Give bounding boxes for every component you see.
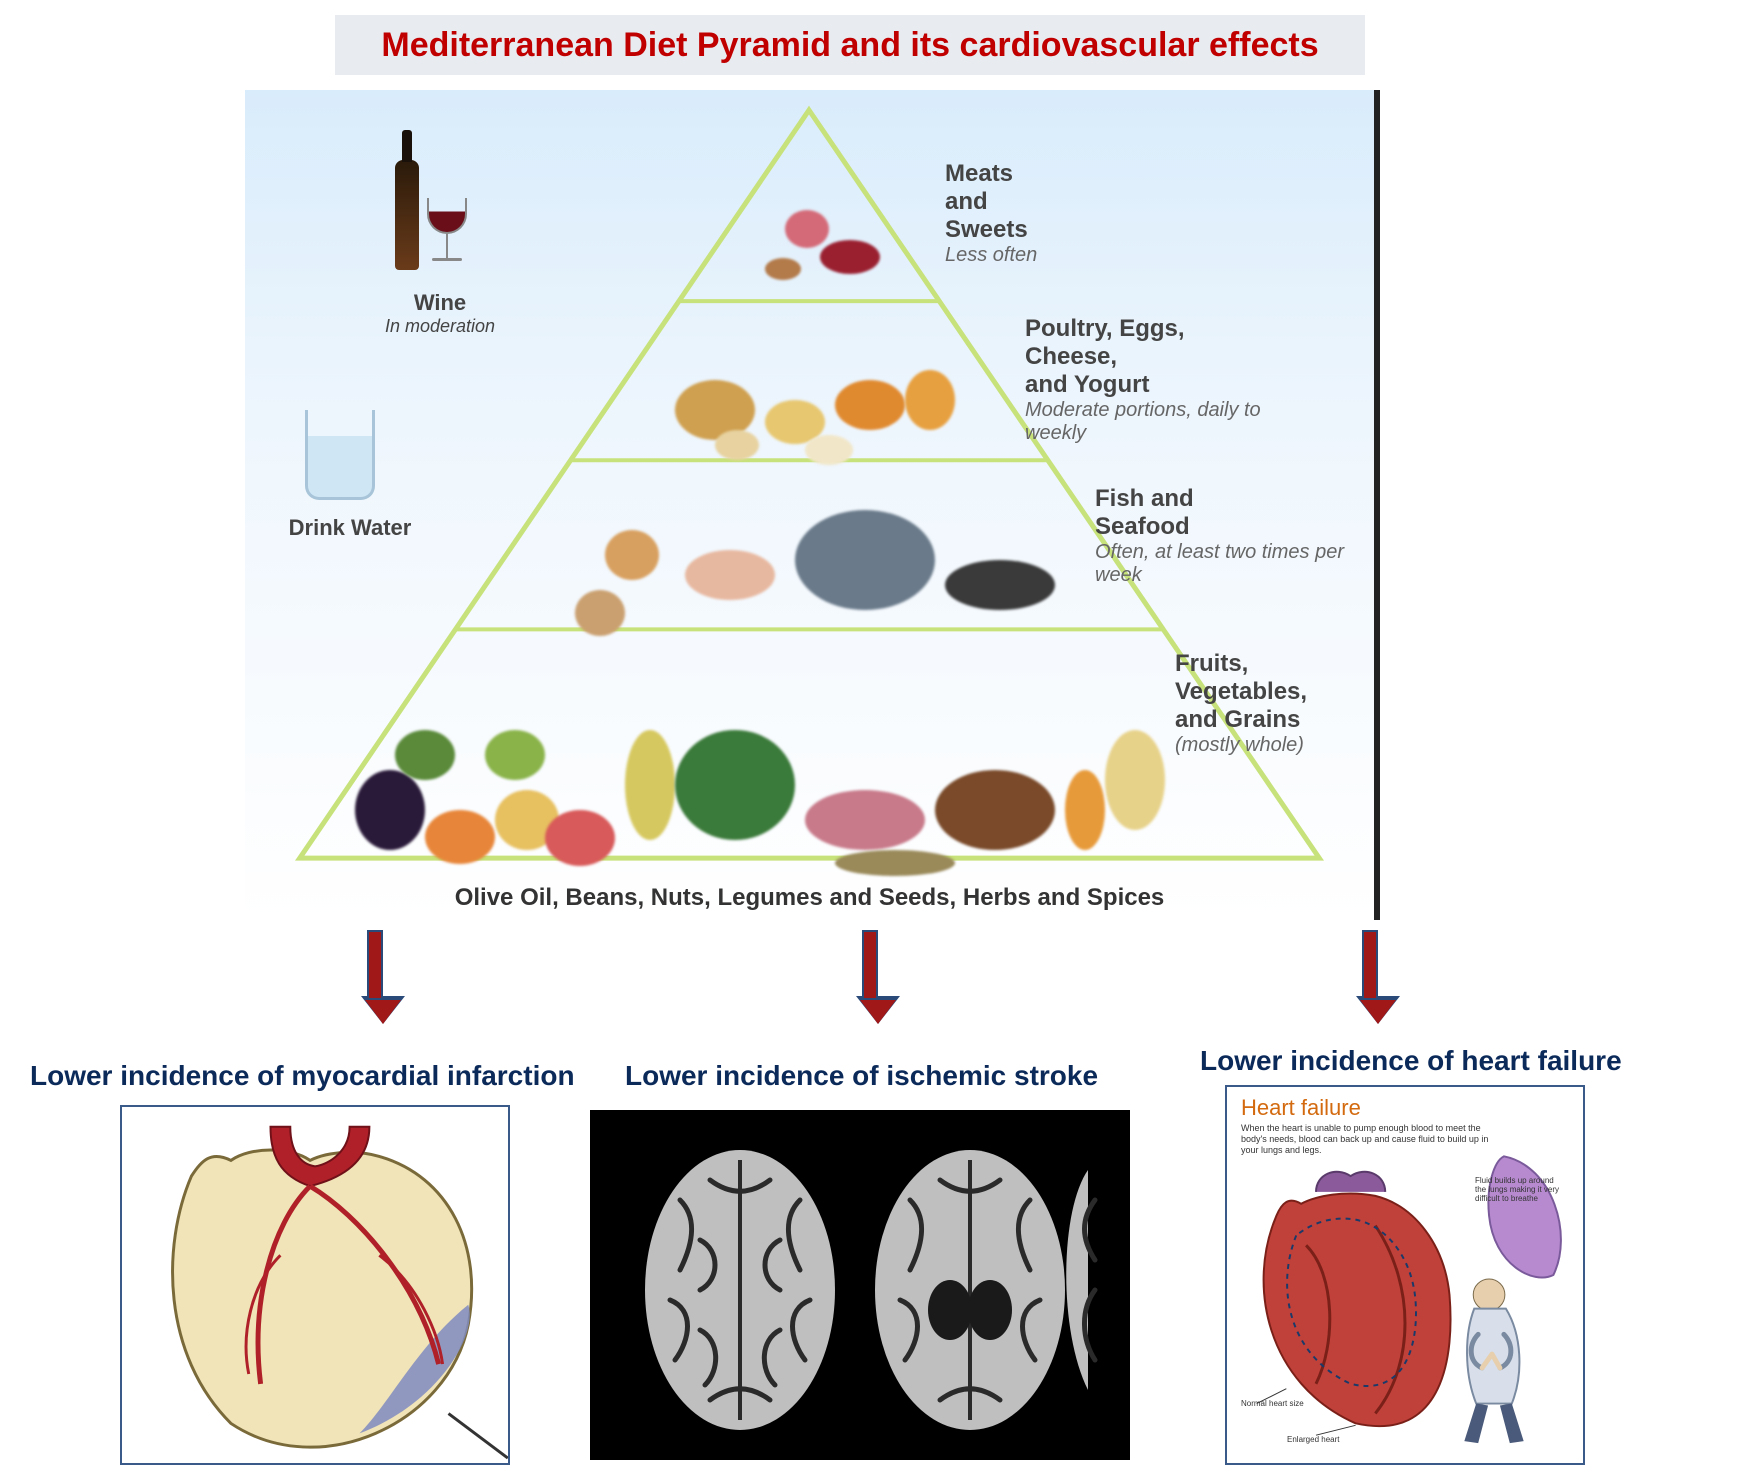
tier3-name: Fish andSeafood <box>1095 485 1355 541</box>
tier3-label: Fish andSeafood Often, at least two time… <box>1095 485 1355 587</box>
food-item <box>685 550 775 600</box>
food-item <box>395 730 455 780</box>
pyramid-panel: Wine In moderation Drink Water MeatsandS… <box>245 90 1380 920</box>
down-arrow-icon <box>860 930 880 1024</box>
title-bar: Mediterranean Diet Pyramid and its cardi… <box>335 15 1365 75</box>
food-item <box>835 850 955 876</box>
tier3-note: Often, at least two times per week <box>1095 541 1355 587</box>
effect3-panel: Heart failure When the heart is unable t… <box>1225 1085 1585 1465</box>
brain-mri-icon <box>590 1110 1130 1460</box>
effect2-panel <box>590 1110 1130 1460</box>
effect1-panel <box>120 1105 510 1465</box>
tier4-name: Fruits,Vegetables,and Grains <box>1175 650 1380 734</box>
tier1-name: MeatsandSweets <box>945 160 1205 244</box>
effect1-label: Lower incidence of myocardial infarction <box>30 1060 575 1092</box>
tier2-name: Poultry, Eggs,Cheese,and Yogurt <box>1025 315 1325 399</box>
food-item <box>945 560 1055 610</box>
tier1-note: Less often <box>945 244 1205 267</box>
food-item <box>795 510 935 610</box>
food-item <box>1105 730 1165 830</box>
hf-subtitle: When the heart is unable to pump enough … <box>1241 1123 1501 1155</box>
heart-mi-icon <box>122 1107 508 1463</box>
tier4-label: Fruits,Vegetables,and Grains (mostly who… <box>1175 650 1380 757</box>
pyramid-base-caption: Olive Oil, Beans, Nuts, Legumes and Seed… <box>245 884 1374 912</box>
food-item <box>675 730 795 840</box>
food-item <box>765 258 801 280</box>
food-item <box>625 730 675 840</box>
food-item <box>835 380 905 430</box>
food-item <box>935 770 1055 850</box>
tier4-note: (mostly whole) <box>1175 734 1380 757</box>
food-item <box>575 590 625 636</box>
hf-callout: Fluid builds up around the lungs making … <box>1475 1177 1565 1203</box>
hf-cap2: Enlarged heart <box>1287 1435 1339 1444</box>
tier2-label: Poultry, Eggs,Cheese,and Yogurt Moderate… <box>1025 315 1325 445</box>
food-item <box>425 810 495 864</box>
hf-title: Heart failure <box>1241 1095 1361 1121</box>
hf-cap1: Normal heart size <box>1241 1399 1304 1408</box>
page-title: Mediterranean Diet Pyramid and its cardi… <box>381 26 1318 65</box>
tier1-label: MeatsandSweets Less often <box>945 160 1205 267</box>
down-arrow-icon <box>365 930 385 1024</box>
food-item <box>715 430 759 460</box>
effect2-label: Lower incidence of ischemic stroke <box>625 1060 1098 1092</box>
effect3-label: Lower incidence of heart failure <box>1200 1045 1622 1077</box>
food-item <box>905 370 955 430</box>
food-item <box>485 730 545 780</box>
food-item <box>545 810 615 866</box>
food-item <box>820 240 880 274</box>
food-item <box>605 530 659 580</box>
food-item <box>805 435 853 465</box>
down-arrow-icon <box>1360 930 1380 1024</box>
food-item <box>355 770 425 850</box>
tier2-note: Moderate portions, daily to weekly <box>1025 399 1325 445</box>
food-item <box>1065 770 1105 850</box>
food-item <box>785 210 829 248</box>
food-item <box>805 790 925 850</box>
